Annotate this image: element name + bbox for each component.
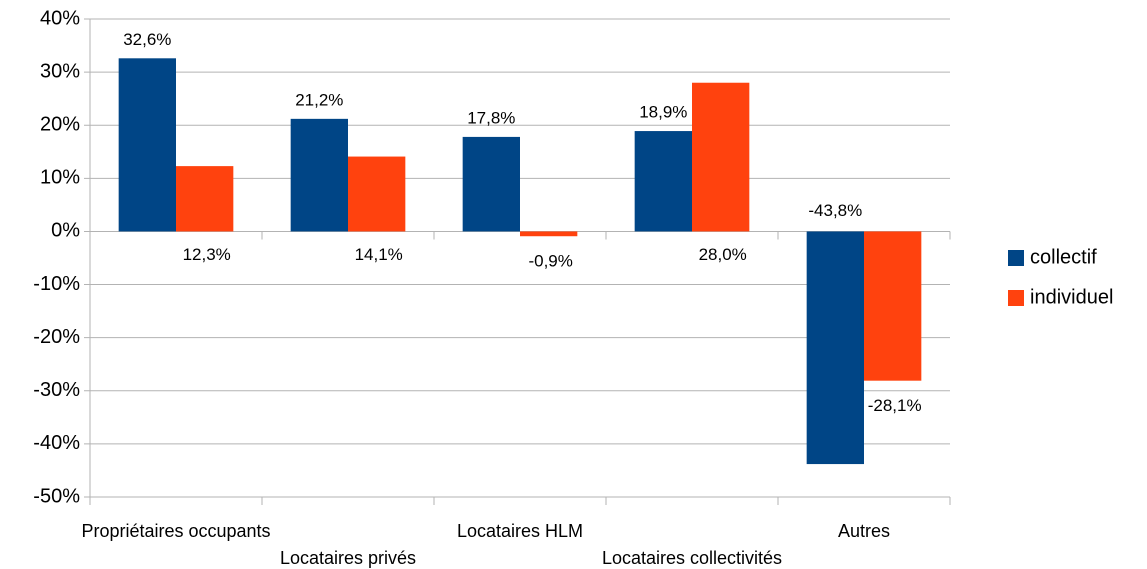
data-label: 14,1%: [355, 245, 403, 264]
y-tick-label: 40%: [40, 7, 80, 29]
legend-swatch: [1008, 250, 1024, 266]
bar: [520, 231, 578, 237]
bar: [348, 156, 406, 232]
y-tick-label: 10%: [40, 167, 80, 189]
data-label: 18,9%: [639, 103, 687, 122]
bar: [118, 58, 176, 232]
x-tick-label: Locataires collectivités: [602, 548, 782, 568]
bar: [634, 131, 692, 232]
y-tick-label: 20%: [40, 114, 80, 136]
y-tick-label: -40%: [33, 432, 80, 454]
legend-text: collectif: [1030, 246, 1097, 268]
x-tick-label: Propriétaires occupants: [81, 521, 270, 541]
y-tick-label: 30%: [40, 60, 80, 82]
data-label: -0,9%: [528, 252, 572, 271]
y-tick-label: -10%: [33, 273, 80, 295]
x-tick-label: Autres: [838, 521, 890, 541]
bar: [462, 136, 520, 232]
y-tick-label: -30%: [33, 379, 80, 401]
bar: [290, 118, 348, 232]
data-label: 32,6%: [123, 30, 171, 49]
bar: [864, 231, 922, 381]
bar: [176, 166, 234, 232]
y-tick-label: 0%: [51, 220, 80, 242]
data-label: -28,1%: [868, 396, 922, 415]
data-label: -43,8%: [808, 201, 862, 220]
data-label: 21,2%: [295, 90, 343, 109]
bar: [806, 231, 864, 465]
x-tick-label: Locataires privés: [280, 548, 416, 568]
legend-swatch: [1008, 290, 1024, 306]
data-label: 28,0%: [699, 245, 747, 264]
bar: [692, 82, 750, 232]
y-tick-label: -50%: [33, 485, 80, 507]
data-label: 12,3%: [183, 245, 231, 264]
x-tick-label: Locataires HLM: [457, 521, 583, 541]
legend-text: individuel: [1030, 286, 1113, 308]
data-label: 17,8%: [467, 108, 515, 127]
y-tick-label: -20%: [33, 326, 80, 348]
